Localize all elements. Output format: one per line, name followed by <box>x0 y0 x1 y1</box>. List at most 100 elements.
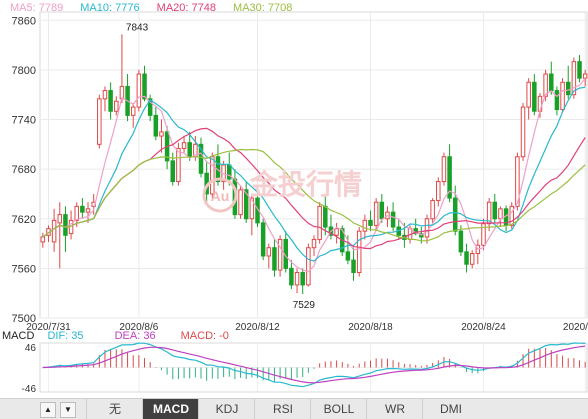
y-tick-label: 7680 <box>12 164 36 176</box>
candle-body <box>549 73 554 92</box>
price-annotations: 7843 7529 <box>126 22 315 311</box>
ma10-line <box>42 86 586 262</box>
candle-body <box>447 156 452 199</box>
candle-body <box>238 189 243 216</box>
candle-body <box>249 197 255 220</box>
candle-body <box>571 61 577 96</box>
tab-dmi[interactable]: DMI <box>422 399 479 419</box>
macd-legend: MACD DIF: 35 DEA: 36 MACD: -0 <box>2 330 239 342</box>
candle-body <box>204 172 209 195</box>
candle-body <box>520 106 526 158</box>
candle-body <box>51 219 57 243</box>
x-date-label: 2020/8/24 <box>461 322 506 333</box>
candle-body <box>543 73 548 97</box>
moving-average-lines <box>42 77 586 273</box>
ma-legend: MA5: 7789 MA10: 7776 MA20: 7748 MA30: 77… <box>10 2 306 14</box>
high-annotation: 7843 <box>126 22 149 33</box>
price-axis: 7860 7800 7740 7680 7620 7560 7500 <box>12 15 36 325</box>
ma5-legend: MA5: 7789 <box>10 2 64 14</box>
candle-body <box>114 100 119 112</box>
candle-body <box>187 142 192 158</box>
candle-body <box>232 178 238 216</box>
candle-body <box>452 197 458 232</box>
indicator-tab-bar: ▲ ▼ 无 MACD KDJ RSI BOLL WR DMI <box>0 398 588 419</box>
candle-body <box>198 143 204 174</box>
x-date-label: 2020/8/12 <box>235 322 280 333</box>
x-date-label: 2020/7/31 <box>26 322 71 333</box>
ma5-line <box>42 77 586 273</box>
tab-wr[interactable]: WR <box>366 399 423 419</box>
candle-body <box>102 90 108 100</box>
candle-body <box>80 205 85 213</box>
candle-body <box>532 81 537 112</box>
candle-body <box>136 73 142 108</box>
y-tick-label: 7800 <box>12 65 36 77</box>
candle-body <box>373 201 379 226</box>
candle-body <box>289 267 294 286</box>
candle-body <box>227 164 232 180</box>
candle-body <box>515 156 520 207</box>
candle-body <box>63 214 68 236</box>
candle-body <box>560 81 565 111</box>
candle-body <box>464 251 469 265</box>
macd-y-tick-label: -46 <box>22 384 37 395</box>
candle-body <box>108 90 113 112</box>
candle-body <box>85 208 91 213</box>
candle-body <box>272 247 277 271</box>
tab-boll[interactable]: BOLL <box>310 399 367 419</box>
candle-body <box>441 156 447 183</box>
low-annotation: 7529 <box>293 300 316 311</box>
dif-legend: DIF: 35 <box>47 330 84 342</box>
ma30-line <box>42 148 586 242</box>
candlestick-series <box>40 34 588 295</box>
candle-body <box>379 201 385 220</box>
candle-body <box>509 205 514 226</box>
candle-body <box>57 214 63 224</box>
ma30-legend: MA30: 7708 <box>233 2 293 14</box>
candle-body <box>277 238 283 271</box>
candle-body <box>345 251 351 261</box>
candle-body <box>458 230 464 253</box>
candle-body <box>294 272 300 286</box>
tab-macd[interactable]: MACD <box>142 399 199 419</box>
candle-body <box>323 205 328 228</box>
tab-rsi[interactable]: RSI <box>254 399 311 419</box>
candle-body <box>159 131 164 137</box>
candle-body <box>260 222 266 257</box>
candle-body <box>153 114 159 137</box>
candle-body <box>210 156 215 195</box>
candle-body <box>119 85 125 100</box>
candle-body <box>317 205 322 240</box>
candle-body <box>554 90 560 111</box>
candle-body <box>142 73 147 100</box>
ma10-legend: MA10: 7776 <box>80 2 140 14</box>
x-date-label: 2020/8/28 <box>563 322 588 333</box>
candle-body <box>334 228 339 236</box>
prev-arrow-button[interactable]: ▲ <box>40 402 56 418</box>
candle-body <box>243 189 249 220</box>
candle-body <box>130 106 136 116</box>
y-tick-label: 7500 <box>12 313 36 325</box>
y-tick-label: 7860 <box>12 15 36 27</box>
candle-body <box>469 252 475 265</box>
candle-body <box>368 219 373 226</box>
macd-title: MACD <box>2 330 35 342</box>
candle-body <box>356 230 362 274</box>
candle-body <box>306 247 311 286</box>
chart-grid <box>39 11 588 393</box>
x-date-label: 2020/8/18 <box>348 322 393 333</box>
candle-body <box>266 247 272 257</box>
ma20-line <box>42 127 586 250</box>
dea-line <box>42 345 586 384</box>
candle-body <box>390 211 396 228</box>
candle-body <box>97 98 102 145</box>
tab-none[interactable]: 无 <box>86 399 143 419</box>
dea-legend: DEA: 36 <box>114 330 156 342</box>
next-arrow-button[interactable]: ▼ <box>60 402 76 418</box>
tab-kdj[interactable]: KDJ <box>198 399 255 419</box>
macd-value-legend: MACD: -0 <box>180 330 229 342</box>
y-tick-label: 7620 <box>12 214 36 226</box>
candle-body <box>170 160 176 183</box>
macd-y-tick-label: 46 <box>25 343 37 354</box>
